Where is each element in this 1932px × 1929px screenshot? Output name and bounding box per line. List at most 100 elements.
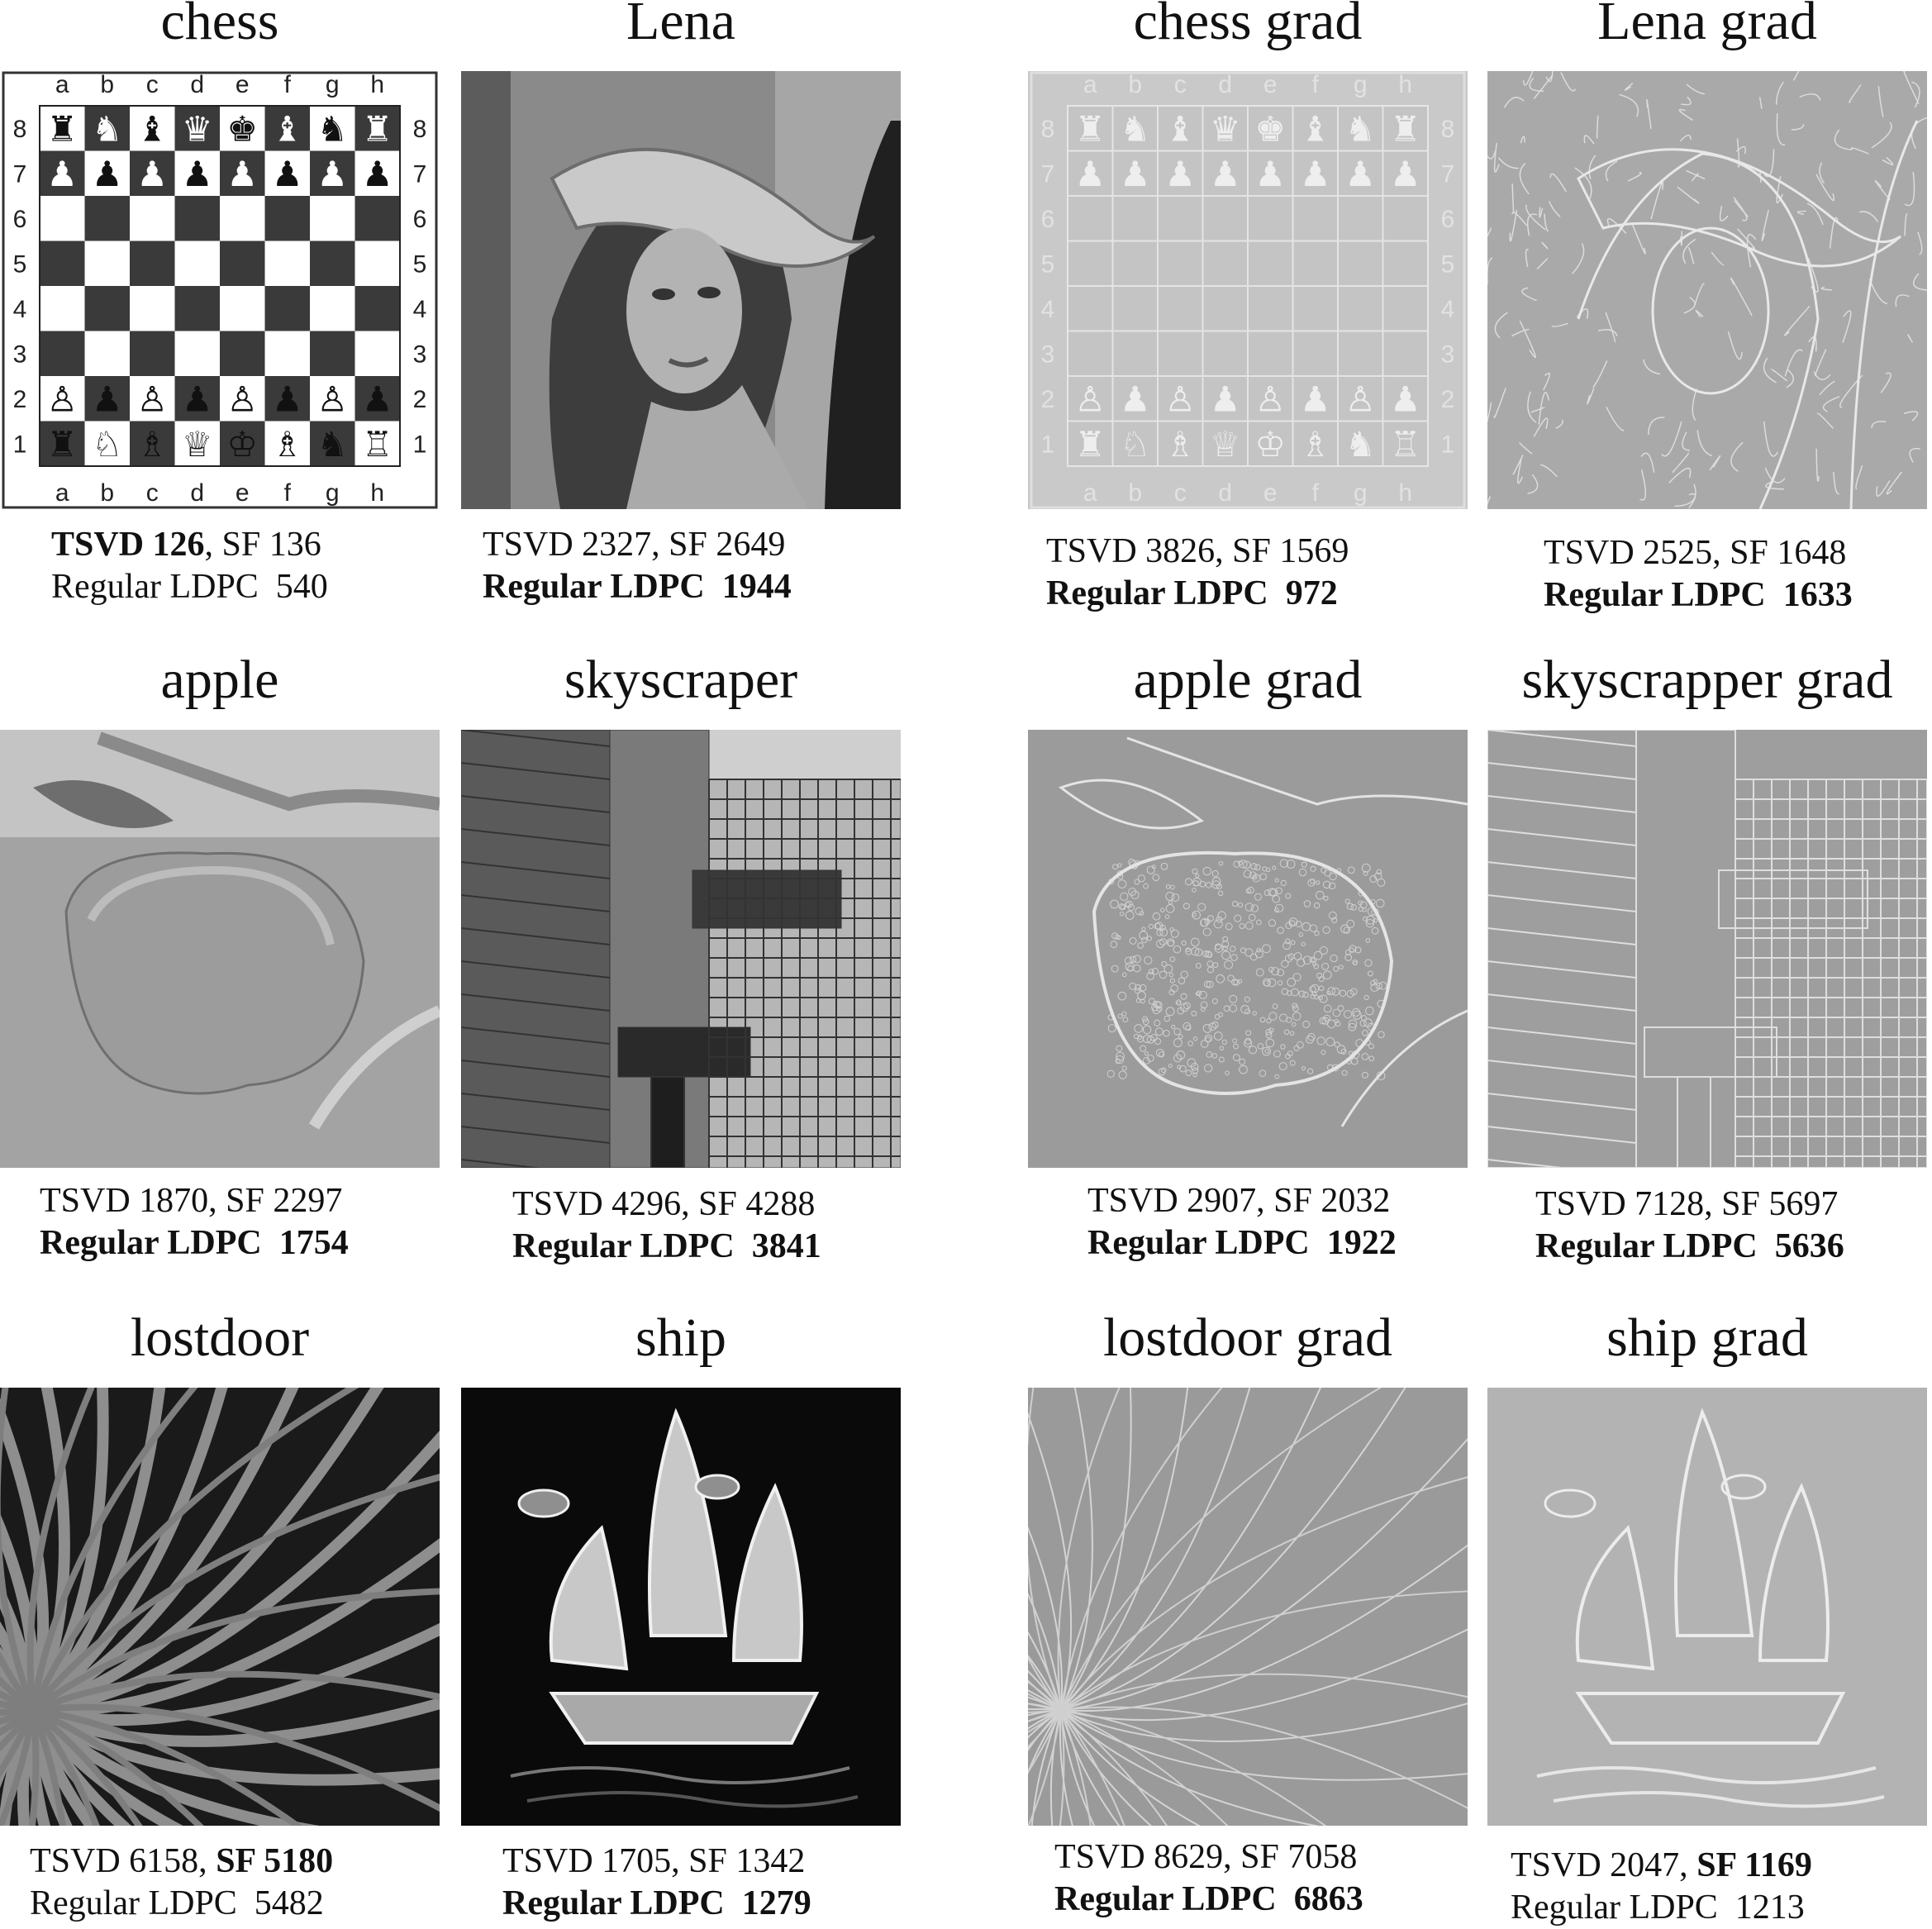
panel-image-ship [461, 1388, 901, 1826]
chess-square [1157, 195, 1204, 242]
chess-file-label: a [55, 479, 69, 507]
chess-square [84, 241, 130, 286]
chess-square [1067, 330, 1114, 377]
chess-square [310, 106, 355, 151]
chess-piece: ♗ [136, 424, 168, 464]
caption-bold-text: SF 5180 [216, 1842, 334, 1880]
chess-square [310, 286, 355, 331]
chess-rank-label: 4 [1041, 296, 1055, 323]
panel-caption: TSVD 7128, SF 5697 Regular LDPC 5636 [1535, 1184, 1932, 1268]
chess-piece: ♞ [316, 424, 348, 464]
chess-square [130, 331, 175, 376]
chess-piece: ♟ [1074, 154, 1106, 194]
panel-caption: TSVD 3826, SF 1569 Regular LDPC 972 [1046, 531, 1486, 615]
caption-line2: Regular LDPC 540 [51, 566, 491, 608]
panel-title: ship [635, 1307, 727, 1368]
chess-file-label: b [100, 479, 114, 507]
chess-rank-label: 3 [1441, 341, 1455, 369]
chess-file-label: g [1354, 479, 1368, 507]
chess-square [1157, 150, 1204, 197]
panel-image-lena [461, 71, 901, 509]
panel-title: skyscraper [564, 650, 798, 710]
chess-file-label: h [1398, 479, 1412, 507]
chess-square [1337, 105, 1384, 152]
chess-piece: ♟ [92, 379, 123, 420]
caption-text: TSVD 4296, SF 4288 [512, 1185, 816, 1223]
chess-piece: ♞ [1344, 109, 1376, 150]
chess-file-label: g [326, 479, 340, 507]
chess-square [264, 376, 310, 422]
chess-piece: ♞ [316, 109, 348, 150]
chess-square [264, 421, 310, 466]
chess-piece: ♞ [92, 109, 123, 150]
panel-title: Lena grad [1597, 0, 1817, 51]
chess-square [130, 241, 175, 286]
chess-rank-label: 7 [1441, 161, 1455, 188]
panel-image-chess: ♜ ♞ ♝ ♛ ♚ ♝ ♞ ♜ ♟ ♟ ♟ ♟ ♟ ♟ ♟ ♟ ♙ ♟ ♙ ♟ ♙ ♟ ♙ ♟ ♜ ♘ ♗ ♕ ♔ ♗ ♞ ♖ a a b b c c d d… [0, 71, 440, 509]
chess-rank-label: 3 [13, 341, 27, 369]
chess-piece: ♙ [316, 379, 348, 420]
chess-square [220, 196, 265, 241]
chess-file-label: f [1312, 71, 1320, 98]
chess-square [220, 421, 265, 466]
chess-square [1292, 420, 1339, 467]
panel-image-ship-grad [1487, 1388, 1927, 1826]
caption-line1: TSVD 1870, SF 2297 [40, 1180, 479, 1222]
chess-piece: ♙ [1344, 379, 1376, 420]
chess-square [84, 331, 130, 376]
caption-line2: Regular LDPC 1279 [502, 1883, 942, 1925]
caption-line1: TSVD 7128, SF 5697 [1535, 1184, 1932, 1226]
chess-piece: ♞ [1120, 109, 1151, 150]
chess-file-label: a [55, 71, 69, 98]
chess-square [355, 106, 400, 151]
chess-square [84, 421, 130, 466]
chess-file-label: e [236, 479, 250, 507]
panel-image-svg: ♜ ♞ ♝ ♛ ♚ ♝ ♞ ♜♟ ♟ ♟ ♟ ♟ ♟ ♟ ♟♙ ♟ ♙ ♟ ♙ ♟ ♙ ♟♜ ♘ ♗ ♕ ♔ ♗ ♞ ♖aabbccdd… [1028, 71, 1468, 509]
panel-image-svg [1487, 1388, 1927, 1826]
chess-square [84, 286, 130, 331]
chess-square [355, 150, 400, 196]
caption-line1: TSVD 2327, SF 2649 [483, 524, 922, 566]
panel-caption: TSVD 2907, SF 2032 Regular LDPC 1922 [1087, 1180, 1527, 1265]
chess-square [1067, 105, 1114, 152]
chess-piece: ♟ [1120, 379, 1151, 420]
chess-piece: ♜ [46, 424, 78, 464]
chess-rank-label: 7 [1041, 161, 1055, 188]
chess-file-label: c [146, 479, 159, 507]
chess-piece: ♜ [362, 109, 393, 150]
chess-square [174, 196, 220, 241]
panel-image-lostdoor [0, 1388, 440, 1826]
caption-text: TSVD 1705, SF 1342 [502, 1842, 806, 1880]
panel-caption: TSVD 8629, SF 7058 Regular LDPC 6863 [1054, 1836, 1494, 1921]
caption-bold-text: Regular LDPC 5636 [1535, 1227, 1844, 1265]
caption-text: Regular LDPC 1213 [1511, 1889, 1805, 1927]
panel-image-lostdoor-grad [1028, 1388, 1468, 1826]
chess-square [1111, 240, 1159, 287]
chess-square [1382, 420, 1429, 467]
chess-square [1382, 105, 1429, 152]
chess-file-label: b [1128, 479, 1142, 507]
caption-text: TSVD 2525, SF 1648 [1544, 534, 1847, 572]
caption-bold-text: TSVD 126 [51, 526, 205, 564]
chess-rank-label: 3 [1041, 341, 1055, 369]
chess-square [310, 376, 355, 422]
chess-piece: ♟ [1120, 154, 1151, 194]
chess-piece: ♙ [136, 379, 168, 420]
chess-square [1067, 285, 1114, 332]
chess-file-label: b [1128, 71, 1142, 98]
caption-line2: Regular LDPC 972 [1046, 573, 1486, 615]
chess-square [1202, 375, 1249, 422]
caption-line2: Regular LDPC 1922 [1087, 1222, 1527, 1265]
chess-square [130, 106, 175, 151]
chess-square [1337, 375, 1384, 422]
chess-square [1202, 285, 1249, 332]
panel-title: ship grad [1606, 1307, 1808, 1368]
chess-piece: ♝ [272, 109, 303, 150]
caption-line2: Regular LDPC 1633 [1544, 574, 1932, 617]
chess-piece: ♟ [1390, 379, 1421, 420]
chess-piece: ♙ [46, 379, 78, 420]
chess-file-label: g [326, 71, 340, 98]
chess-square [1111, 330, 1159, 377]
chess-file-label: h [370, 71, 384, 98]
panel-image-lena-grad [1487, 71, 1927, 509]
